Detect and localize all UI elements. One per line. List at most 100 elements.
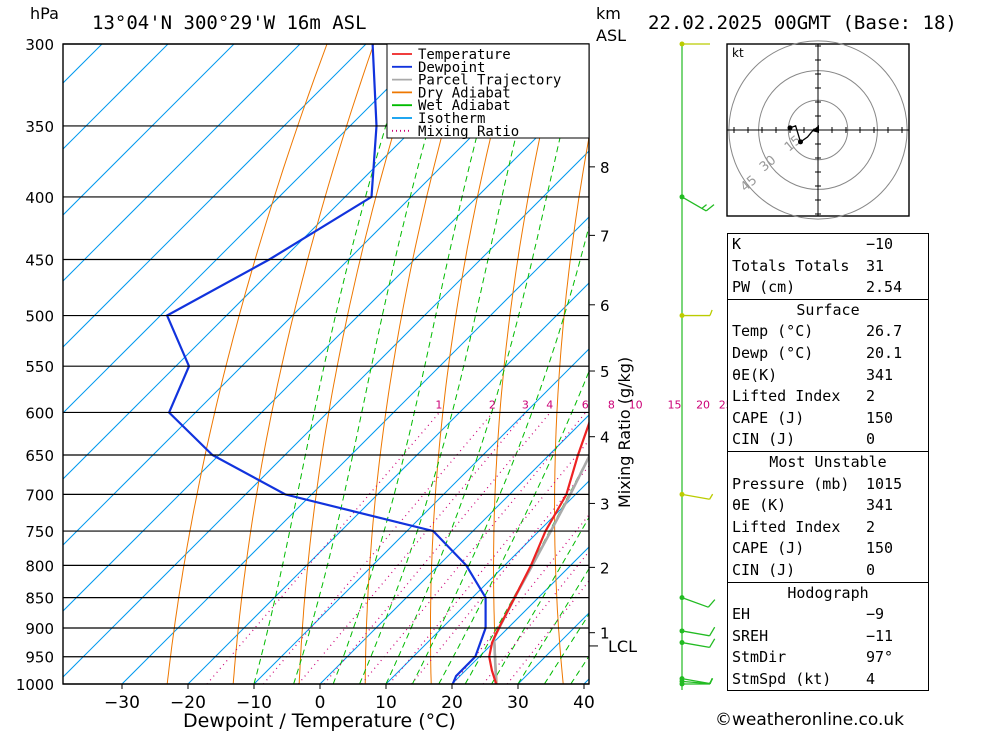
isotherm-line [385, 480, 589, 684]
axes: 1 2 3 4 6 8 10 15 20 2530035040045050055060065070… [16, 36, 733, 713]
surface-row: Lifted Index 2 [728, 386, 928, 408]
lcl-label: LCL [608, 637, 637, 656]
isotherm-line [253, 348, 589, 684]
hodo-value: 97° [866, 648, 894, 667]
dry-adiabat-line [232, 44, 375, 684]
dry-adiabat-line [933, 44, 1000, 684]
legend-box [386, 43, 590, 139]
surface-value: 26.7 [866, 322, 903, 341]
mu-row: Pressure (mb) 1015 [728, 474, 928, 496]
wet-adiabat-line [332, 44, 502, 684]
pressure-tick-label: 650 [25, 447, 54, 465]
pressure-tick-label: 900 [25, 620, 54, 638]
mu-label: θE (K) [732, 496, 787, 515]
x-tick-label: −20 [170, 693, 206, 713]
isotherm-line [451, 546, 589, 684]
wind-barb-shaft [681, 196, 707, 212]
dry-adiabat-line [493, 44, 562, 684]
wet-adiabat-line [293, 44, 454, 684]
surface-label: Temp (°C) [732, 322, 814, 341]
parcel-trajectory-line [492, 453, 589, 684]
hodo-value: −11 [866, 626, 894, 645]
most-unstable-section: Pressure (mb) 1015 θE (K) 341 Lifted Index 2 C… [728, 474, 928, 582]
surface-label: Dewp (°C) [732, 343, 814, 362]
isotherm-line [63, 44, 565, 546]
wind-barb-flag [701, 204, 707, 209]
plot-frame [62, 43, 590, 685]
surface-row: θE(K) 341 [728, 365, 928, 387]
pressure-tick-label: 1000 [16, 676, 54, 694]
hodograph-point [798, 139, 803, 145]
isotherm-line [63, 44, 367, 348]
pressure-tick-label: 550 [25, 358, 54, 376]
km-tick-label: 5 [600, 363, 610, 381]
surface-row: CIN (J) 0 [728, 429, 928, 451]
hodo-row: StmSpd (kt) 4 [728, 669, 928, 691]
isotherm-line [63, 44, 235, 216]
mixing-ratio-line [323, 412, 551, 684]
isotherm-line [63, 44, 301, 282]
surface-row: Temp (°C) 26.7 [728, 321, 928, 343]
surface-value: 0 [866, 430, 876, 449]
hodograph-section: EH −9 SREH −11 StmDir 97° StmSpd (kt) 4 [728, 604, 928, 690]
mu-value: 2 [866, 517, 876, 536]
wind-barb-shaft [681, 493, 710, 500]
mu-label: Lifted Index [732, 517, 841, 536]
surface-value: 2 [866, 387, 876, 406]
mu-label: CIN (J) [732, 560, 796, 579]
temperature-line [488, 420, 589, 684]
surface-value: 20.1 [866, 343, 903, 362]
pressure-tick-label: 800 [25, 557, 54, 575]
pressure-unit-label: hPa [30, 4, 59, 23]
location-title: 13°04'N 300°29'W 16m ASL [92, 12, 367, 34]
pressure-tick-label: 950 [25, 649, 54, 667]
hodo-row: SREH −11 [728, 626, 928, 648]
surface-label: CAPE (J) [732, 408, 805, 427]
mixing-ratio-line [388, 439, 589, 684]
mixing-ratio-line [452, 513, 589, 684]
km-tick-label: 4 [600, 429, 610, 447]
isotherm-line [63, 150, 589, 678]
mixing-ratio-label: 1 [435, 398, 442, 411]
legend-entry: Parcel Trajectory [418, 73, 561, 89]
wind-barb-shaft [681, 641, 710, 649]
mixing-ratio-line [410, 465, 589, 684]
surface-value: 341 [866, 365, 894, 384]
legend-entry: Dry Adiabat [418, 85, 511, 101]
mixing-ratio-label: 2 [489, 398, 496, 411]
pressure-tick-label: 850 [25, 590, 54, 608]
isotherm-line [187, 282, 589, 684]
hodograph-unit: kt [732, 46, 744, 60]
hodograph-title: Hodograph [728, 581, 928, 605]
indices-panel: K −10 Totals Totals 31 PW (cm) 2.54 Surf… [727, 233, 929, 692]
pressure-tick-label: 750 [25, 523, 54, 541]
mixing-ratio-line [262, 412, 494, 684]
mu-row: CAPE (J) 150 [728, 538, 928, 560]
x-tick-label: 10 [375, 693, 397, 713]
hodo-label: EH [732, 605, 751, 624]
dry-adiabat-line [166, 44, 328, 684]
mu-value: 341 [866, 496, 894, 515]
mixing-ratio-line [361, 412, 587, 684]
storm-motion-marker [812, 125, 819, 133]
wind-barb-flag [707, 599, 716, 608]
hodo-row: EH −9 [728, 604, 928, 626]
pressure-tick-label: 500 [25, 308, 54, 326]
hodo-value: −9 [866, 605, 885, 624]
x-tick-label: 20 [441, 693, 463, 713]
wet-adiabat-line [438, 370, 589, 684]
legend-entry: Mixing Ratio [418, 124, 519, 140]
most-unstable-title: Most Unstable [728, 450, 928, 474]
hodograph-point [787, 125, 793, 131]
wind-barb-flag [709, 626, 716, 637]
mu-label: Pressure (mb) [732, 474, 850, 493]
asl-label: ASL [596, 26, 626, 45]
legend-entry: Isotherm [418, 111, 485, 127]
surface-row: Dewp (°C) 20.1 [728, 343, 928, 365]
x-tick-label: 40 [573, 693, 595, 713]
surface-row: CAPE (J) 150 [728, 408, 928, 430]
surface-label: Lifted Index [732, 387, 841, 406]
isotherm-line [63, 44, 499, 480]
x-tick-label: 0 [315, 693, 326, 713]
